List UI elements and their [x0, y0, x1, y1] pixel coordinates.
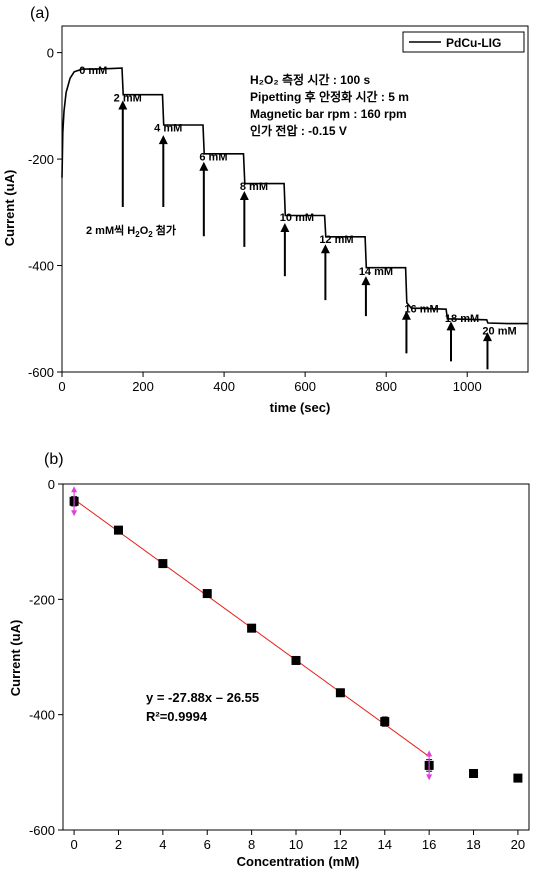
panel-b-x-axis-title: Concentration (mM): [237, 854, 360, 869]
addition-arrow: [482, 332, 492, 370]
data-point: [380, 717, 390, 727]
panel-b: (b) 0 2 4 6 8 10 12 14 16 18 20 0 -200 -400 -600 Conc…: [8, 451, 530, 869]
step-label: 8 mM: [240, 181, 268, 193]
step-label: 6 mM: [199, 152, 227, 164]
panel-b-data-points: [69, 496, 523, 783]
step-label: 14 mM: [359, 266, 393, 278]
a-x-tick-label: 200: [132, 379, 154, 394]
step-label: 20 mM: [482, 326, 516, 338]
b-x-tick-label: 14: [378, 837, 392, 852]
data-point: [469, 768, 479, 778]
panel-a-y-axis-title: Current (uA): [2, 170, 17, 247]
b-x-tick-label: 2: [115, 837, 122, 852]
legend: PdCu-LIG: [402, 31, 525, 53]
info-line-1: H₂O₂ 측정 시간 : 100 s: [250, 72, 371, 87]
panel-b-y-ticks: 0 -200 -400 -600: [29, 477, 63, 838]
panel-b-fit-range-markers: [71, 486, 433, 781]
step-label: 18 mM: [445, 313, 479, 325]
panel-a-step-labels: 0 mM 2 mM 4 mM 6 mM 8 mM 10 mM 12 mM 14 mM 16 mM…: [79, 65, 516, 338]
addition-note: 2 mM씩 H2O2 첨가: [86, 223, 176, 239]
b-x-tick-label: 16: [422, 837, 436, 852]
b-y-tick-label: -600: [29, 823, 55, 838]
b-y-tick-label: -200: [29, 592, 55, 607]
panel-a-x-axis-title: time (sec): [270, 400, 331, 415]
legend-box: [402, 31, 525, 53]
addition-arrow: [446, 321, 456, 362]
b-x-tick-label: 12: [333, 837, 347, 852]
step-label: 0 mM: [79, 65, 107, 77]
step-label: 12 mM: [319, 234, 353, 246]
data-point: [291, 655, 301, 665]
b-x-tick-label: 8: [248, 837, 255, 852]
a-y-tick-label: -400: [28, 259, 54, 274]
panel-b-x-ticks: 0 2 4 6 8 10 12 14 16 18 20: [70, 830, 525, 852]
b-x-tick-label: 20: [511, 837, 525, 852]
data-point: [513, 773, 523, 783]
addition-arrow: [320, 244, 330, 301]
a-y-tick-label: -200: [28, 152, 54, 167]
panel-b-label: (b): [44, 451, 64, 468]
info-line-3: Magnetic bar rpm : 160 rpm: [250, 107, 407, 121]
fit-r-squared: R²=0.9994: [146, 709, 208, 724]
legend-label: PdCu-LIG: [446, 36, 501, 50]
panel-a: (a) 0 200 400 600 800 1000 0 -200 -400 -600 time…: [2, 5, 529, 415]
a-x-tick-label: 800: [375, 379, 397, 394]
fit-range-marker: [426, 750, 433, 781]
data-point: [247, 623, 257, 633]
addition-arrow: [361, 276, 371, 317]
addition-arrow: [118, 100, 128, 207]
addition-arrow: [280, 222, 290, 277]
panel-a-label: (a): [30, 5, 50, 22]
step-label: 10 mM: [280, 212, 314, 224]
fit-range-marker: [71, 486, 78, 517]
addition-arrow: [199, 161, 209, 237]
a-y-tick-label: -600: [28, 365, 54, 380]
addition-arrow: [158, 135, 168, 207]
info-line-4: 인가 전압 : -0.15 V: [250, 123, 347, 138]
panel-b-error-bars: [71, 496, 433, 772]
series-line-pdcu-lig: [61, 67, 528, 325]
info-line-2: Pipetting 후 안정화 시간 : 5 m: [250, 89, 409, 104]
a-x-tick-label: 1000: [453, 379, 482, 394]
a-y-tick-label: 0: [47, 46, 54, 61]
step-label: 4 mM: [154, 122, 182, 134]
fit-equation: y = -27.88x – 26.55: [146, 690, 259, 705]
panel-a-x-ticks: 0 200 400 600 800 1000: [58, 372, 482, 394]
panel-a-frame: [61, 25, 529, 373]
b-x-tick-label: 0: [70, 837, 77, 852]
data-point: [113, 525, 123, 535]
b-x-tick-label: 18: [466, 837, 480, 852]
panel-b-y-axis-title: Current (uA): [8, 620, 23, 697]
addition-arrow: [239, 191, 249, 247]
measurement-info: H₂O₂ 측정 시간 : 100 s Pipetting 후 안정화 시간 : …: [250, 72, 409, 138]
a-x-tick-label: 600: [294, 379, 316, 394]
a-x-tick-label: 0: [58, 379, 65, 394]
step-label: 16 mM: [404, 303, 438, 315]
panel-a-y-ticks: 0 -200 -400 -600: [28, 46, 62, 380]
data-point: [158, 559, 168, 569]
addition-arrow: [401, 310, 411, 354]
data-point: [202, 589, 212, 599]
b-x-tick-label: 6: [204, 837, 211, 852]
b-y-tick-label: 0: [48, 477, 55, 492]
step-label: 2 mM: [114, 93, 142, 105]
b-x-tick-label: 4: [159, 837, 166, 852]
panel-a-addition-arrows: [118, 100, 492, 370]
b-x-tick-label: 10: [289, 837, 303, 852]
b-y-tick-label: -400: [29, 708, 55, 723]
data-point: [335, 688, 345, 698]
a-x-tick-label: 400: [213, 379, 235, 394]
